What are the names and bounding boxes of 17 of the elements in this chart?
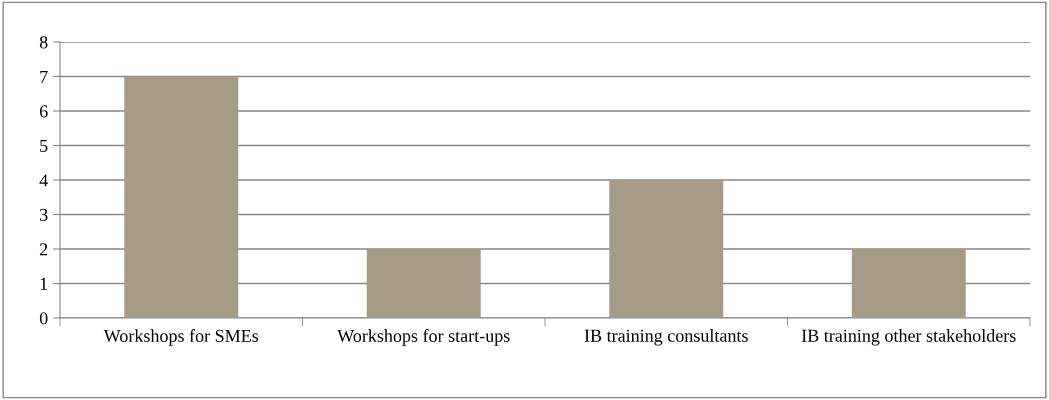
x-tick-label: IB training other stakeholders xyxy=(801,329,1016,346)
y-tick-label: 8 xyxy=(39,36,48,49)
y-tick-label: 6 xyxy=(39,105,48,118)
y-tick-label: 7 xyxy=(40,70,48,83)
x-tick-label: Workshops for start-ups xyxy=(337,329,510,346)
bar xyxy=(851,249,966,318)
y-tick-label: 5 xyxy=(40,139,48,152)
y-tick-label: 1 xyxy=(40,277,48,290)
bar xyxy=(366,249,481,318)
y-tick-label: 4 xyxy=(39,174,48,187)
y-tick-label: 2 xyxy=(39,243,48,256)
y-tick-label: 0 xyxy=(39,312,48,325)
x-tick-label: Workshops for SMEs xyxy=(103,329,259,346)
bar xyxy=(609,180,724,318)
bar xyxy=(124,76,239,318)
y-tick-label: 3 xyxy=(40,208,48,221)
x-tick-label: IB training consultants xyxy=(584,329,748,346)
